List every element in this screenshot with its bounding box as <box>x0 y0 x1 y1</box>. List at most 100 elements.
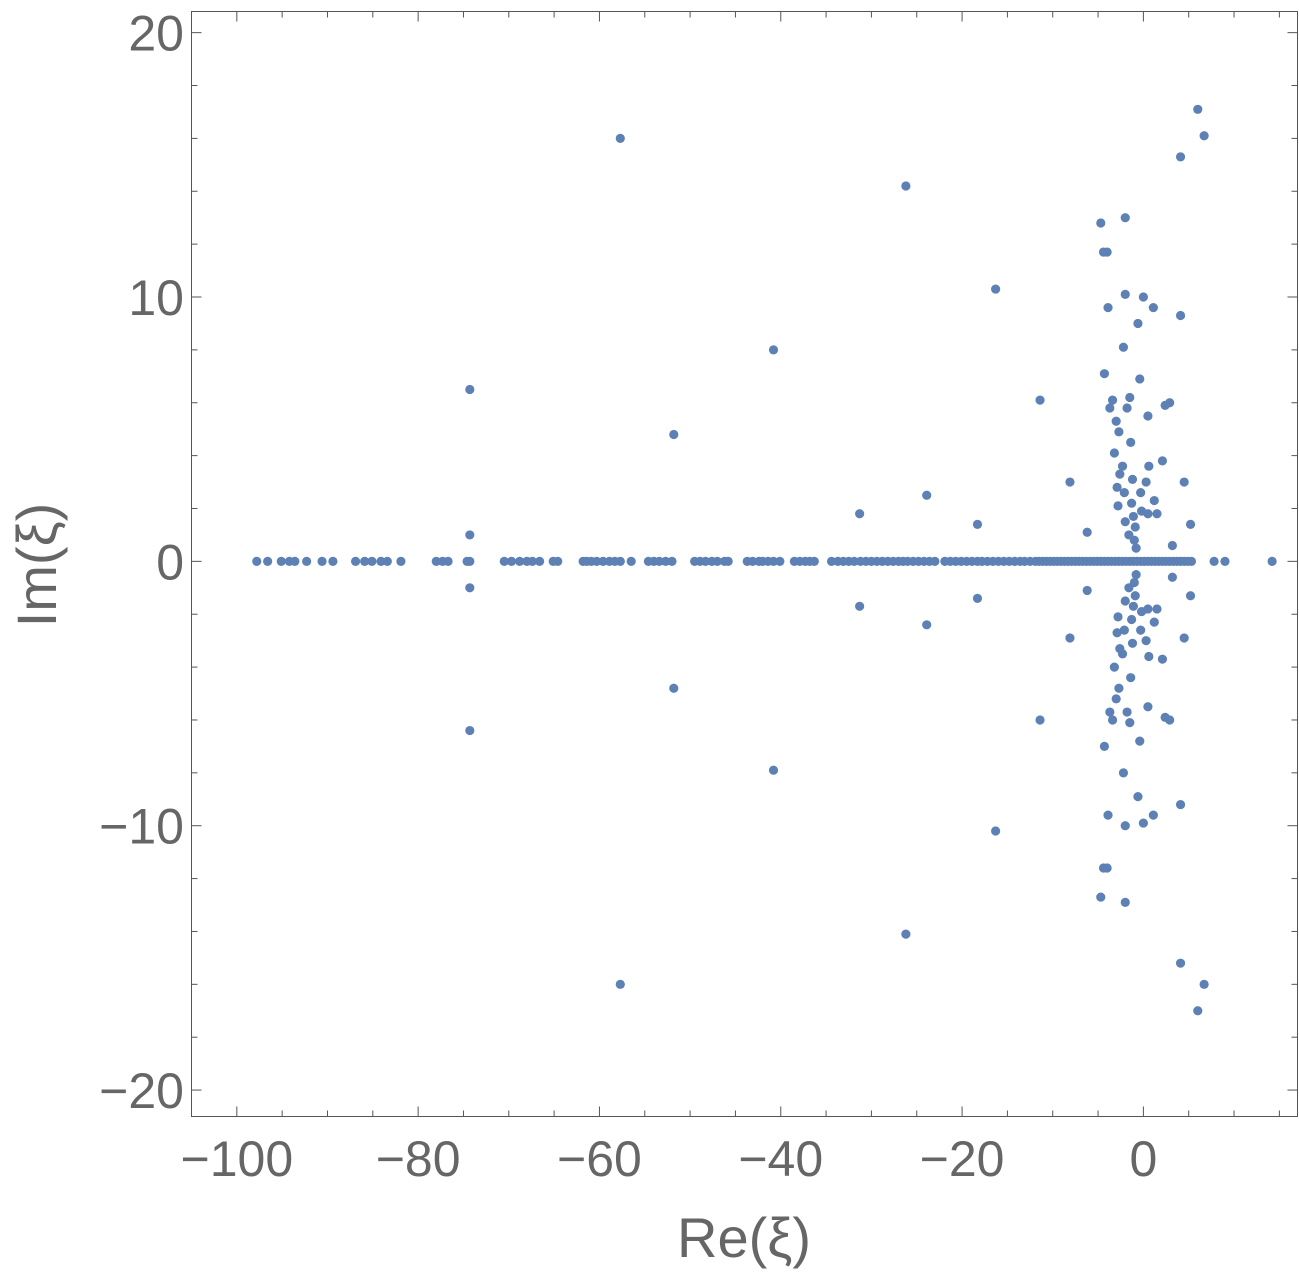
data-point-complex <box>1141 477 1151 487</box>
data-point-complex <box>1130 591 1140 601</box>
data-point-real <box>849 556 859 566</box>
data-point-complex <box>1144 651 1154 662</box>
data-point-complex <box>1102 863 1112 873</box>
data-point-real <box>1267 556 1277 566</box>
data-point-complex <box>1120 596 1130 606</box>
data-point-complex <box>1138 292 1148 302</box>
data-point-complex <box>1035 395 1045 405</box>
data-point-complex <box>1125 718 1135 728</box>
data-point-complex <box>1175 310 1186 321</box>
x-tick-label: −40 <box>738 1131 823 1187</box>
y-axis-title: Im(ξ) <box>5 503 68 628</box>
data-point-complex <box>1157 654 1168 664</box>
data-point-complex <box>1118 768 1129 778</box>
data-point-complex <box>465 384 475 395</box>
data-point-complex <box>1102 247 1112 257</box>
data-point-complex <box>1175 152 1186 162</box>
data-point-real <box>290 556 300 566</box>
data-point-real <box>382 556 392 566</box>
data-point-complex <box>1199 131 1209 141</box>
data-point-complex <box>922 490 932 500</box>
data-point-complex <box>1152 604 1162 614</box>
data-point-complex <box>1185 591 1196 601</box>
x-tick-label: −20 <box>920 1131 1005 1187</box>
data-point-real <box>930 556 940 566</box>
data-point-complex <box>1120 213 1130 223</box>
x-tick-label: −100 <box>181 1131 294 1187</box>
data-point-complex <box>1099 369 1110 379</box>
x-axis-title: Re(ξ) <box>677 1206 811 1269</box>
data-point-complex <box>1149 495 1159 506</box>
data-point-real <box>809 556 819 566</box>
data-point-complex <box>1148 302 1158 313</box>
data-point-real <box>263 556 273 566</box>
data-point-real <box>499 556 509 566</box>
x-tick-label: −60 <box>557 1131 642 1187</box>
data-point-complex <box>855 509 865 519</box>
data-point-complex <box>1105 707 1115 717</box>
data-point-complex <box>991 826 1001 836</box>
data-point-complex <box>1096 892 1106 902</box>
data-point-complex <box>1114 683 1124 693</box>
data-point-complex <box>901 929 911 939</box>
data-point-real <box>276 556 286 566</box>
data-point-complex <box>1165 398 1175 408</box>
data-point-real <box>317 556 327 566</box>
data-point-complex <box>1065 477 1075 487</box>
data-point-complex <box>901 181 911 191</box>
data-point-complex <box>1114 427 1124 437</box>
data-point-complex <box>1148 810 1158 820</box>
data-point-complex <box>1118 342 1129 352</box>
y-tick-label: −10 <box>99 799 184 855</box>
data-point-complex <box>768 765 779 775</box>
data-point-complex <box>1193 104 1203 114</box>
data-point-complex <box>1082 585 1092 596</box>
data-point-real <box>661 556 671 566</box>
data-point-real <box>506 556 517 566</box>
data-point-real <box>748 556 758 566</box>
data-point-complex <box>1115 469 1125 479</box>
data-point-complex <box>1144 461 1154 471</box>
data-point-complex <box>1136 488 1146 498</box>
data-point-real <box>723 556 733 566</box>
data-point-complex <box>922 620 932 630</box>
data-point-real <box>443 556 453 566</box>
data-point-complex <box>1179 633 1189 643</box>
data-point-real <box>328 556 338 566</box>
data-point-real <box>431 556 441 566</box>
data-point-complex <box>1143 702 1153 712</box>
data-point-complex <box>1122 403 1132 413</box>
points-layer <box>252 104 1277 1016</box>
data-point-complex <box>1125 392 1135 403</box>
data-point-complex <box>1119 488 1129 498</box>
data-point-complex <box>1143 509 1153 519</box>
data-point-complex <box>1157 456 1168 466</box>
data-point-complex <box>1128 601 1139 611</box>
data-point-real <box>1186 556 1197 566</box>
data-point-complex <box>1135 736 1145 746</box>
data-point-real <box>252 556 262 566</box>
data-point-real <box>535 556 545 566</box>
data-point-complex <box>768 345 779 355</box>
data-point-complex <box>1120 289 1130 299</box>
data-point-complex <box>1035 715 1045 725</box>
data-point-complex <box>465 530 475 540</box>
data-point-real <box>302 556 312 566</box>
data-point-complex <box>1120 517 1130 527</box>
data-point-real <box>592 556 602 566</box>
data-point-real <box>396 556 406 566</box>
data-point-real <box>768 556 779 566</box>
data-point-real <box>654 556 664 566</box>
data-point-complex <box>1133 792 1143 802</box>
data-point-complex <box>1109 662 1119 672</box>
data-point-real <box>350 556 361 566</box>
data-point-complex <box>1109 448 1119 458</box>
data-point-real <box>626 556 636 566</box>
data-point-complex <box>1199 979 1209 989</box>
y-tick-label: 20 <box>128 6 184 62</box>
data-point-complex <box>1175 799 1186 810</box>
data-point-complex <box>465 725 475 736</box>
data-point-complex <box>1127 614 1137 625</box>
